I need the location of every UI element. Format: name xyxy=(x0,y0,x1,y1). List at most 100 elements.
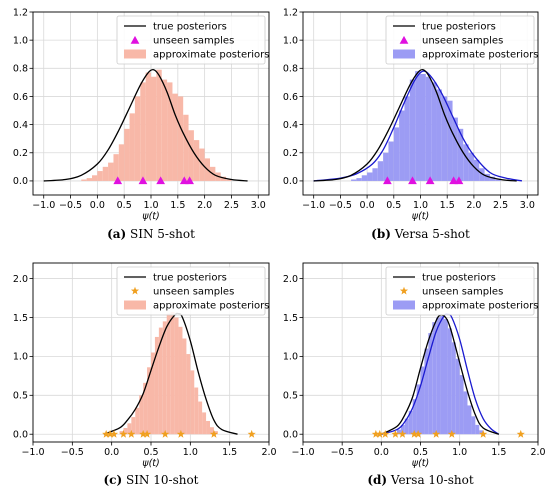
y-tick-label: 0.6 xyxy=(13,92,28,103)
x-tick-label: 1.5 xyxy=(491,447,506,458)
histogram-bar xyxy=(158,327,163,435)
histogram-bar xyxy=(145,72,151,181)
x-tick-label: 1.0 xyxy=(413,200,428,211)
y-tick-label: 0.5 xyxy=(283,391,298,402)
legend-label: true posteriors xyxy=(153,273,227,284)
x-axis-label: ψ(t) xyxy=(142,211,159,222)
histogram-bar xyxy=(151,352,155,435)
panel-caption: (d) Versa 10-shot xyxy=(367,473,474,487)
histogram-bar xyxy=(162,321,167,435)
histogram-bar xyxy=(408,410,413,435)
x-tick-label: 1.0 xyxy=(143,200,158,211)
unseen-sample-star xyxy=(479,429,488,438)
panel-caption: (c) SIN 10-shot xyxy=(103,473,198,487)
y-tick-label: 1.0 xyxy=(13,352,28,363)
unseen-sample-star xyxy=(381,429,390,438)
histogram-bar xyxy=(143,382,148,435)
unseen-sample-star xyxy=(371,429,380,438)
histogram-bar xyxy=(457,128,464,181)
x-tick-label: 2.5 xyxy=(493,200,508,211)
unseen-sample-star xyxy=(161,429,170,438)
x-tick-label: 2.0 xyxy=(466,200,481,211)
x-tick-label: 1.5 xyxy=(222,447,237,458)
x-tick-label: 0.5 xyxy=(386,200,401,211)
x-axis-label: ψ(t) xyxy=(412,211,429,222)
y-tick-label: 0.2 xyxy=(13,148,28,159)
y-tick-label: 0.4 xyxy=(13,120,28,131)
histogram-bar xyxy=(167,82,173,181)
histogram-bar xyxy=(174,317,179,435)
histogram-bar xyxy=(198,401,203,435)
y-tick-label: 1.2 xyxy=(13,7,28,18)
histogram-bar xyxy=(388,141,394,181)
legend-triangle-swatch xyxy=(399,35,409,44)
unseen-sample-triangle xyxy=(454,176,464,185)
histogram-bar xyxy=(447,100,453,181)
y-tick-label: 1.5 xyxy=(13,313,28,324)
histogram-bar xyxy=(484,173,490,181)
x-tick-label: 2.0 xyxy=(261,447,276,458)
histogram-bar xyxy=(383,152,389,181)
x-tick-label: 0.0 xyxy=(104,447,119,458)
histogram-bar xyxy=(183,114,189,181)
histogram-bar xyxy=(455,358,460,435)
y-tick-label: 0.4 xyxy=(283,120,298,131)
histogram-bar xyxy=(372,168,378,181)
caption-text: Versa 10-shot xyxy=(387,473,474,487)
unseen-sample-triangle xyxy=(138,176,148,185)
y-tick-label: 0.0 xyxy=(13,430,28,441)
histogram-bar xyxy=(210,427,214,435)
unseen-sample-star xyxy=(102,429,111,438)
histogram-bar xyxy=(135,407,140,435)
histogram-bar xyxy=(356,178,362,181)
legend-box xyxy=(116,266,266,316)
histogram-bar xyxy=(177,96,184,181)
histogram-bar xyxy=(471,416,476,435)
unseen-sample-star xyxy=(106,429,115,438)
histogram-bar xyxy=(424,348,429,435)
x-tick-label: −0.5 xyxy=(59,200,82,211)
histogram-bar xyxy=(459,375,464,435)
histogram-bar xyxy=(441,96,448,181)
unseen-sample-star xyxy=(398,429,407,438)
legend-label: true posteriors xyxy=(153,22,227,33)
chart-panel-1: −1.0 −0.5 0.0 0.5 1.0 1.5 2.0 2.5 3.0 0.0 0.2 0.4 0.… xyxy=(13,7,270,241)
histogram-bar xyxy=(468,152,474,181)
histogram-bar xyxy=(193,140,200,181)
legend-star-swatch xyxy=(399,286,409,295)
x-tick-label: 1.5 xyxy=(170,200,185,211)
histogram-bar xyxy=(140,82,146,181)
histogram-bar xyxy=(108,162,114,181)
unseen-sample-triangle xyxy=(156,176,166,185)
histogram-bar xyxy=(161,79,168,181)
legend-label: unseen samples xyxy=(422,36,503,47)
legend-label: unseen samples xyxy=(153,287,234,298)
unseen-sample-star xyxy=(375,429,384,438)
legend-label: approximate posteriors xyxy=(422,50,538,61)
histogram-bar xyxy=(451,342,456,435)
y-tick-label: 2.0 xyxy=(13,274,28,285)
histogram-bar xyxy=(194,387,199,435)
unseen-sample-star xyxy=(119,429,128,438)
x-tick-label: −1.0 xyxy=(291,447,314,458)
x-tick-label: 1.5 xyxy=(440,200,455,211)
histogram-bar xyxy=(404,96,410,181)
caption-text: SIN 5-shot xyxy=(126,227,195,241)
x-tick-label: −1.0 xyxy=(302,200,325,211)
histogram-bar xyxy=(447,328,452,435)
histogram-bar xyxy=(206,420,210,435)
legend-hist-swatch xyxy=(393,49,415,59)
histogram-bar xyxy=(213,431,218,435)
legend-box xyxy=(385,15,535,65)
legend-hist-swatch xyxy=(393,300,415,310)
histogram-bar xyxy=(202,412,207,435)
histogram-bar xyxy=(119,431,124,435)
legend-label: true posteriors xyxy=(422,273,496,284)
unseen-sample-triangle xyxy=(113,176,123,185)
histogram-bar xyxy=(452,117,458,181)
histogram-bar xyxy=(86,178,92,181)
histogram-bar xyxy=(166,313,171,435)
y-tick-label: 0.8 xyxy=(13,64,28,75)
panel-caption: (b) Versa 5-shot xyxy=(371,227,470,241)
histogram-bar xyxy=(399,110,405,181)
